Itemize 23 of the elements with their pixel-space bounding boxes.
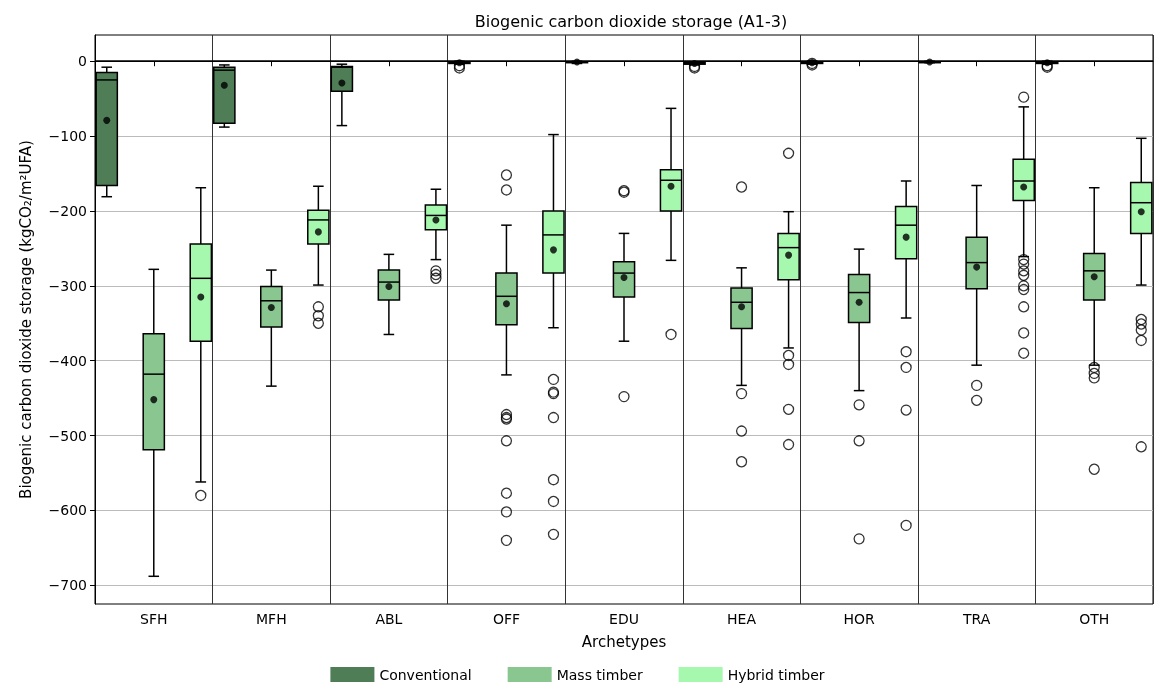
x-tick-label: HOR [843,611,876,627]
y-tick-label: −200 [48,202,87,219]
x-tick-label: ABL [375,611,403,627]
y-tick-label: −600 [48,502,87,519]
y-tick-label: −400 [48,352,87,369]
legend-label: Hybrid timber [727,666,825,683]
y-tick-label: −700 [48,577,87,594]
y-axis-title: Biogenic carbon dioxide storage (kgCO₂/m²UFA) [16,140,35,499]
y-tick-label: −100 [48,128,87,145]
x-tick-label: OFF [492,611,521,627]
x-tick-label: SFH [140,611,168,627]
chart-title: Biogenic carbon dioxide storage (A1-3) [474,11,788,31]
x-tick-label: HEA [727,611,757,627]
x-tick-label: EDU [609,611,639,627]
y-tick-label: 0 [78,53,87,70]
x-tick-label: TRA [962,611,991,627]
legend-label: Mass timber [556,666,643,683]
x-tick-label: OTH [1079,611,1110,627]
legend-label: Conventional [379,666,472,683]
x-tick-label: MFH [256,611,287,627]
x-axis-title: Archetypes [581,632,667,651]
y-tick-label: −300 [48,277,87,294]
y-tick-label: −500 [48,427,87,444]
